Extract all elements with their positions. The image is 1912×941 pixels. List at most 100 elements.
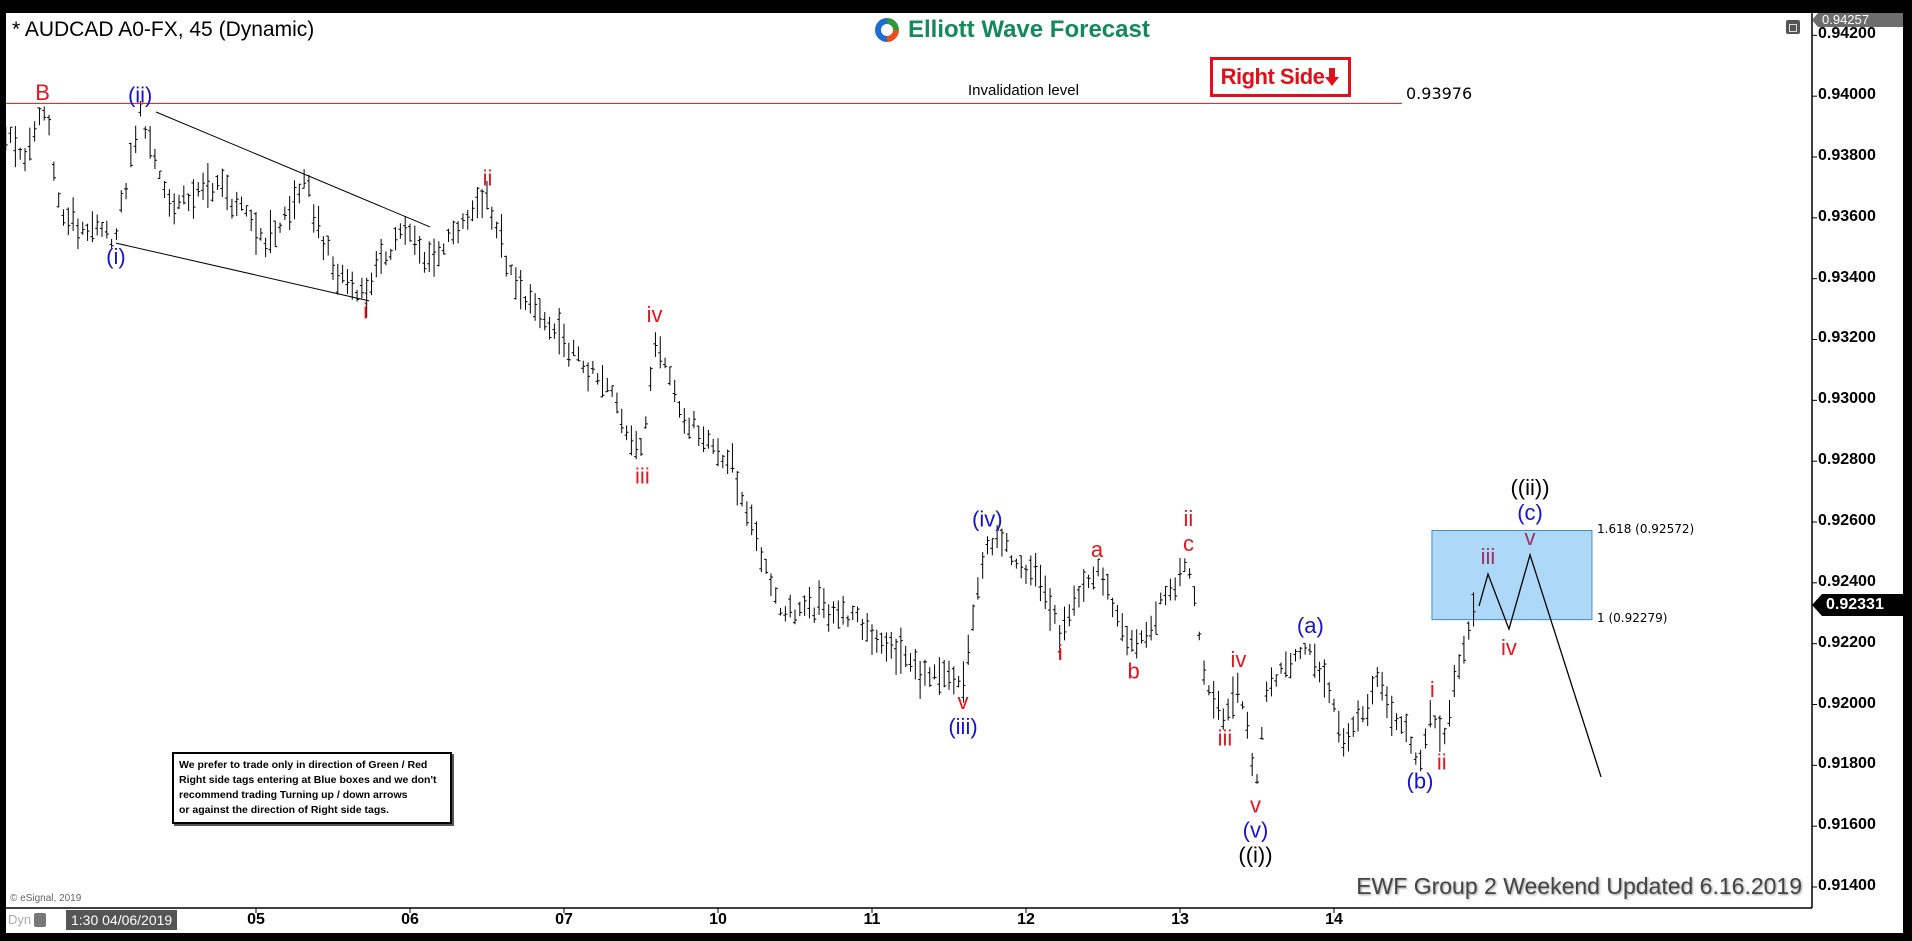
price-bar <box>629 425 634 456</box>
price-bar <box>1125 625 1130 656</box>
price-bar <box>1216 690 1221 720</box>
price-bar <box>533 293 538 321</box>
wave-label: (a) <box>1297 613 1324 638</box>
price-bar <box>297 183 302 204</box>
price-bar <box>23 148 27 172</box>
wave-label: ii <box>1437 750 1447 775</box>
top-price-tag: 0.94257 <box>1812 13 1903 27</box>
price-bar <box>691 410 696 429</box>
price-bar <box>109 238 114 249</box>
price-bar <box>1384 686 1389 719</box>
wave-label: b <box>1127 658 1139 683</box>
price-bar <box>229 198 234 219</box>
price-bar <box>32 121 37 142</box>
price-bar <box>922 659 927 686</box>
price-bar <box>494 221 499 239</box>
price-bar <box>658 336 663 369</box>
restore-window-icon[interactable] <box>1786 20 1800 34</box>
price-bar <box>465 209 470 230</box>
price-bar <box>311 204 316 233</box>
y-tick-label: 0.92000 <box>1818 694 1876 712</box>
price-bar <box>1327 682 1332 704</box>
price-bar <box>239 196 244 211</box>
wave-label: a <box>1091 537 1104 562</box>
price-bar <box>446 228 451 242</box>
price-bar <box>8 126 13 143</box>
price-bar <box>1067 604 1072 627</box>
price-bar <box>552 323 557 339</box>
price-bar <box>177 194 181 210</box>
price-bar <box>590 360 595 374</box>
price-bar <box>71 197 76 231</box>
price-bar <box>234 191 239 217</box>
price-bar <box>995 525 1000 549</box>
price-bar <box>95 214 100 236</box>
price-bar <box>470 200 475 222</box>
price-bar <box>537 298 542 329</box>
price-bar <box>971 604 976 631</box>
wave-label: ((ii)) <box>1510 475 1549 500</box>
price-bar <box>956 675 961 688</box>
price-bar <box>292 180 297 220</box>
price-bar <box>985 536 990 555</box>
y-tick-label: 0.93200 <box>1818 329 1876 347</box>
logo-text: Elliott Wave Forecast <box>908 16 1150 43</box>
price-bar <box>143 126 148 139</box>
price-bar <box>817 580 822 615</box>
price-bar <box>42 106 47 121</box>
price-bar <box>345 269 350 295</box>
price-bar <box>1144 622 1149 648</box>
price-bar <box>562 323 566 358</box>
lock-icon[interactable] <box>34 912 47 927</box>
wave-label: iii <box>635 464 650 489</box>
price-bar <box>412 225 417 255</box>
price-bar <box>874 629 879 653</box>
price-bar <box>1019 555 1024 579</box>
price-bar <box>1153 601 1158 635</box>
invalidation-value: 0.93976 <box>1406 84 1473 103</box>
x-tick-label: 05 <box>247 911 265 928</box>
price-bar <box>1399 716 1404 734</box>
price-bar <box>1062 606 1067 641</box>
notice-line: We prefer to trade only in direction of … <box>179 759 428 771</box>
price-bar <box>287 195 292 230</box>
price-bar <box>687 417 692 439</box>
price-bar <box>706 429 711 449</box>
price-bar <box>56 192 61 208</box>
price-bar <box>369 272 374 296</box>
price-bar <box>701 426 706 453</box>
price-bar <box>167 189 172 217</box>
price-bar <box>1072 585 1077 616</box>
price-bar <box>1356 700 1361 732</box>
dyn-label: Dyn <box>8 912 32 927</box>
price-bar <box>1288 653 1293 679</box>
price-bar <box>1096 558 1101 577</box>
price-bar <box>47 114 52 136</box>
price-bar <box>975 577 980 600</box>
price-bar <box>1129 630 1134 652</box>
wave-label: ((i)) <box>1238 843 1272 868</box>
price-bar <box>1110 597 1115 618</box>
price-bar <box>408 223 412 242</box>
price-bar <box>1057 625 1062 660</box>
x-tick-label: 07 <box>555 911 573 928</box>
right-side-tag: Right Side <box>1210 57 1351 97</box>
price-bar <box>489 206 494 230</box>
price-bar <box>321 236 326 261</box>
price-bar <box>1428 700 1433 728</box>
price-bar <box>417 236 422 264</box>
price-bar <box>475 187 480 219</box>
price-bar <box>331 256 335 280</box>
y-tick-label: 0.94200 <box>1818 25 1876 43</box>
dyn-mode[interactable]: Dyn <box>8 912 47 927</box>
y-tick-label: 0.92800 <box>1818 451 1876 469</box>
price-bar <box>730 443 735 473</box>
price-bar <box>942 659 947 688</box>
price-bar <box>749 504 754 536</box>
price-bar <box>27 127 32 161</box>
price-bar <box>335 263 340 295</box>
price-bar <box>855 606 860 623</box>
price-bar <box>1202 660 1207 685</box>
trendline <box>155 111 431 228</box>
